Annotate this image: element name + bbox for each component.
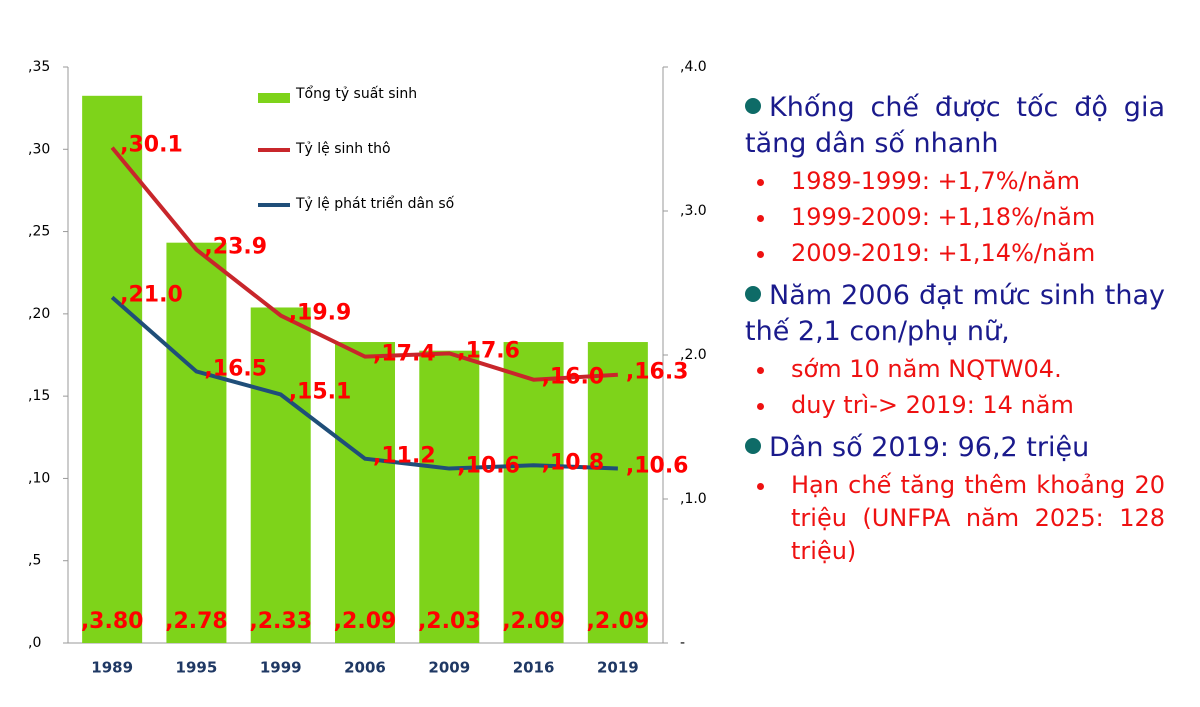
data-label: ,2.09: [587, 609, 650, 634]
note-item: 1999-2009: +1,18%/năm: [745, 201, 1165, 234]
y-tick-label: ,15: [28, 388, 50, 404]
data-label: ,16.5: [204, 356, 267, 381]
y2-tick-label: -: [680, 635, 685, 651]
note-heading: Năm 2006 đạt mức sinh thay thế 2,1 con/p…: [745, 278, 1165, 350]
note-item: Hạn chế tăng thêm khoảng 20 triệu (UNFPA…: [745, 469, 1165, 568]
bar: [419, 350, 480, 643]
y-tick-label: ,0: [28, 635, 41, 651]
y-tick-label: ,30: [28, 141, 50, 157]
legend-label: Tỷ lệ sinh thô: [296, 141, 391, 157]
notes-panel: Khống chế được tốc độ gia tăng dân số nh…: [745, 82, 1165, 568]
note-item: duy trì-> 2019: 14 năm: [745, 389, 1165, 422]
data-label: ,10.6: [457, 454, 520, 479]
y-tick-label: ,25: [28, 224, 50, 240]
legend-label: Tỷ lệ phát triển dân số: [296, 196, 455, 212]
data-label: ,21.0: [120, 282, 183, 307]
data-label: ,2.33: [249, 609, 312, 634]
chart: ,0 ,5 ,10 ,15 ,20 ,25 ,30 ,35 - ,1.0 ,2.0 ,3.0 ,4.0 1…: [28, 59, 707, 677]
note-item: 1989-1999: +1,7%/năm: [745, 165, 1165, 198]
bar: [82, 95, 143, 644]
data-label: ,16.0: [542, 365, 605, 390]
data-label: ,19.9: [289, 301, 352, 326]
legend-entry: Tổng tỷ suất sinh: [258, 86, 458, 141]
bar: [166, 242, 227, 643]
y2-tick-label: ,3.0: [680, 203, 707, 219]
note-heading: Khống chế được tốc độ gia tăng dân số nh…: [745, 90, 1165, 162]
y-tick-label: ,5: [28, 553, 41, 569]
bar: [250, 307, 311, 643]
bar: [503, 342, 564, 643]
y-tick-label: ,20: [28, 306, 50, 322]
x-tick-label: 2016: [513, 659, 555, 677]
x-tick-label: 2019: [597, 659, 639, 677]
line: [110, 295, 618, 471]
bar: [587, 342, 648, 643]
bar: [335, 342, 395, 643]
legend-entry: Tỷ lệ phát triển dân số: [258, 196, 458, 251]
note-heading: Dân số 2019: 96,2 triệu: [745, 430, 1165, 466]
data-label: ,15.1: [289, 379, 352, 404]
data-label: ,23.9: [204, 235, 267, 260]
data-label: ,10.8: [542, 450, 605, 475]
y2-tick-label: ,4.0: [680, 59, 707, 75]
data-label: ,17.4: [373, 342, 436, 367]
data-label: ,3.80: [81, 609, 144, 634]
x-tick-label: 1995: [176, 659, 218, 677]
data-label: ,2.78: [165, 609, 228, 634]
data-label: ,16.3: [626, 360, 689, 385]
data-label: ,10.6: [626, 454, 689, 479]
data-label: ,11.2: [373, 444, 436, 469]
legend: Tổng tỷ suất sinh Tỷ lệ sinh thô Tỷ lệ phá…: [258, 86, 458, 251]
x-tick-label: 2006: [344, 659, 386, 677]
note-item: 2009-2019: +1,14%/năm: [745, 237, 1165, 270]
note-item: sớm 10 năm NQTW04.: [745, 353, 1165, 386]
legend-swatch: [258, 148, 290, 152]
y2-tick-label: ,2.0: [680, 347, 707, 363]
x-tick-label: 1989: [91, 659, 133, 677]
legend-label: Tổng tỷ suất sinh: [296, 86, 418, 102]
legend-swatch: [258, 203, 290, 207]
data-label: ,2.09: [502, 609, 565, 634]
y2-tick-label: ,1.0: [680, 491, 707, 507]
x-tick-label: 1999: [260, 659, 302, 677]
data-label: ,30.1: [120, 133, 183, 158]
legend-entry: Tỷ lệ sinh thô: [258, 141, 458, 196]
y-tick-label: ,35: [28, 59, 50, 75]
data-label: ,2.09: [334, 609, 397, 634]
legend-swatch: [258, 93, 290, 103]
line: [110, 146, 618, 382]
data-label: ,2.03: [418, 609, 481, 634]
data-label: ,17.6: [457, 338, 520, 363]
x-tick-label: 2009: [428, 659, 470, 677]
y-tick-label: ,10: [28, 470, 50, 486]
